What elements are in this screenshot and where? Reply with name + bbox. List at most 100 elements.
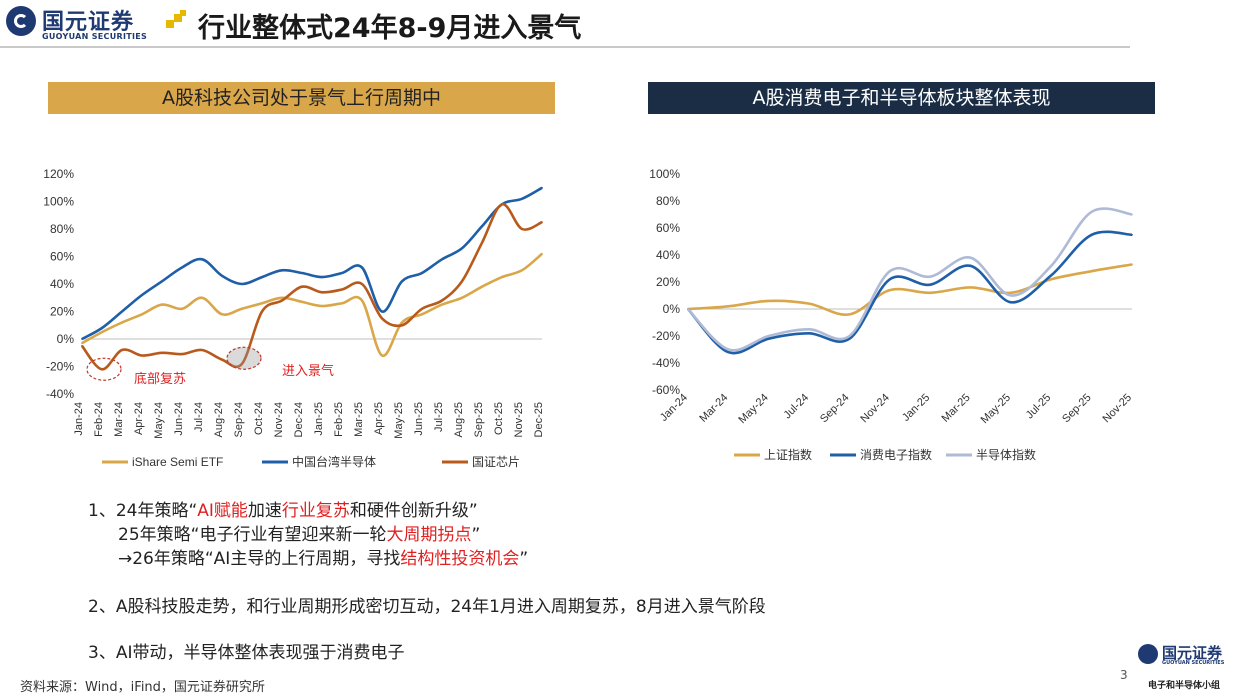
data-point (341, 272, 343, 274)
right-chart-title: A股消费电子和半导体板块整体表现 (648, 82, 1155, 114)
data-point (1090, 270, 1093, 273)
data-point (341, 288, 343, 291)
y-tick-label: -40% (652, 356, 680, 370)
data-point (161, 280, 163, 283)
data-point (1050, 274, 1053, 277)
x-tick-label: Jul-25 (1024, 392, 1054, 422)
data-point (441, 258, 443, 261)
data-point (767, 337, 770, 340)
data-point (301, 285, 303, 288)
data-point (848, 337, 851, 340)
x-tick-label: Sep-24 (233, 402, 245, 437)
data-point (461, 296, 463, 299)
x-tick-label: Nov-24 (273, 402, 285, 437)
data-point (1050, 264, 1053, 267)
data-point (541, 252, 543, 255)
data-point (101, 368, 103, 371)
footer-brand-en: GUOYUAN SECURITIES (1162, 660, 1225, 666)
data-point (81, 338, 83, 340)
header-divider (0, 46, 1130, 48)
data-point (969, 256, 972, 259)
x-tick-label: Sep-25 (473, 402, 485, 437)
y-tick-label: -20% (46, 360, 74, 374)
data-point (261, 302, 263, 305)
data-point (767, 300, 770, 302)
x-tick-label: Apr-24 (133, 402, 145, 435)
data-point (541, 221, 543, 224)
data-point (808, 302, 810, 305)
data-point (401, 324, 403, 327)
y-tick-label: -20% (652, 329, 680, 343)
note-tech-trend: 2、A股科技股走势，和行业周期形成密切互动，24年1月进入周期复苏，8月进入景气… (88, 597, 766, 617)
legend-label-0: iShare Semi ETF (132, 455, 223, 469)
x-tick-label: Nov-25 (513, 402, 525, 437)
data-point (301, 300, 303, 303)
y-tick-label: 20% (656, 275, 680, 289)
data-point (481, 225, 483, 228)
data-point (241, 307, 243, 310)
data-point (181, 266, 183, 269)
data-point (1131, 213, 1133, 216)
annotation-boom: 进入景气 (282, 363, 334, 378)
data-point (808, 332, 810, 335)
data-point (1090, 210, 1093, 213)
data-point (888, 270, 891, 273)
data-point (121, 321, 123, 324)
note-strategy-26: →26年策略“AI主导的上行周期，寻找结构性投资机会” (118, 549, 529, 569)
data-point (201, 258, 203, 261)
note-ai-driven: 3、AI带动，半导体整体表现强于消费电子 (88, 643, 405, 663)
data-point (1010, 294, 1012, 297)
data-point (181, 307, 183, 310)
x-tick-label: May-24 (736, 392, 770, 426)
data-point (141, 313, 143, 316)
data-point (687, 308, 689, 310)
x-tick-label: Sep-24 (818, 392, 852, 426)
y-tick-label: 80% (656, 194, 680, 208)
y-tick-label: 20% (50, 305, 74, 319)
data-point (141, 354, 143, 357)
x-tick-label: Aug-24 (213, 402, 225, 437)
data-point (81, 342, 83, 345)
legend-label-2: 半导体指数 (976, 447, 1036, 462)
series-line-1 (81, 186, 543, 341)
x-tick-label: Feb-25 (333, 402, 345, 437)
x-tick-label: Jul-25 (433, 402, 445, 432)
data-point (421, 272, 423, 274)
data-point (521, 269, 523, 272)
x-tick-label: Mar-24 (113, 402, 125, 437)
data-point (441, 303, 443, 306)
x-tick-label: Aug-25 (453, 402, 465, 437)
data-point (421, 313, 423, 316)
data-point (888, 278, 891, 281)
footer-brand-cn: 国元证券 (1162, 644, 1223, 662)
x-tick-label: Dec-24 (293, 402, 305, 437)
footer-brand-icon (1138, 644, 1158, 664)
y-tick-label: 100% (43, 195, 74, 209)
x-tick-label: Nov-25 (1101, 392, 1135, 426)
data-point (321, 276, 323, 279)
x-tick-label: Mar-24 (697, 392, 730, 425)
y-tick-label: 60% (656, 221, 680, 235)
data-point (221, 274, 223, 277)
data-point (441, 299, 443, 302)
data-point (241, 362, 243, 365)
y-tick-label: 40% (50, 277, 74, 291)
data-point (401, 321, 403, 324)
data-point (141, 294, 143, 296)
note-strategy-25: 25年策略“电子行业有望迎来新一轮大周期拐点” (118, 525, 481, 545)
brand-logo: 国元证券 GUOYUAN SECURITIES (6, 4, 192, 44)
data-point (1010, 301, 1012, 304)
recovery-marker-circle (86, 357, 122, 381)
data-point (281, 296, 283, 299)
data-point (1090, 233, 1093, 236)
page-title: 行业整体式24年8-9月进入景气 (198, 13, 582, 44)
data-point (461, 280, 463, 283)
data-point (261, 276, 263, 279)
source-note: 资料来源：Wind，iFind，国元证券研究所 (20, 680, 265, 695)
x-tick-label: Oct-25 (493, 402, 505, 435)
x-tick-label: Sep-25 (1060, 392, 1094, 426)
data-point (521, 228, 523, 230)
x-tick-label: May-25 (393, 402, 405, 439)
data-point (481, 241, 483, 244)
data-point (727, 351, 730, 354)
